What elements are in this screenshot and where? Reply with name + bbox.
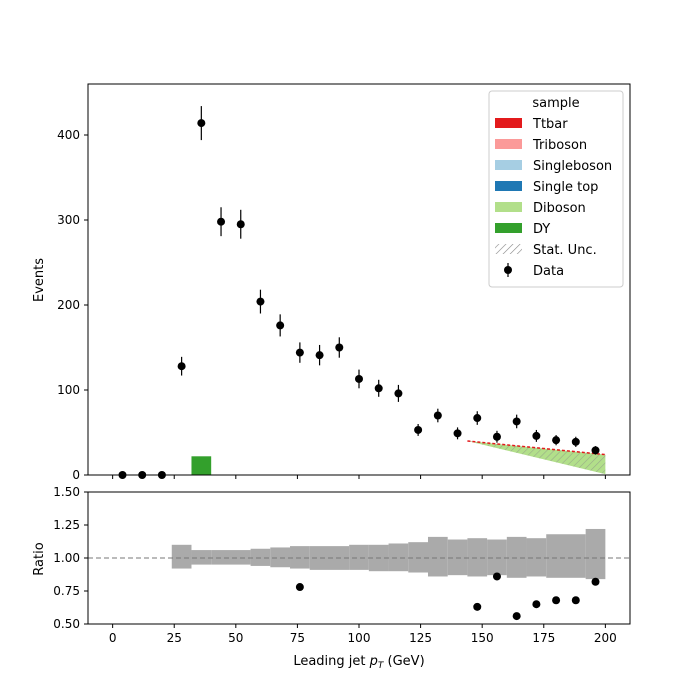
ttbar-edge-line — [467, 440, 606, 456]
data-point — [217, 217, 226, 226]
ratio-y-tick-label: 1.00 — [53, 551, 80, 565]
uncertainty-band-segment — [526, 538, 547, 577]
uncertainty-band-segment — [467, 538, 488, 577]
x-tick-label: 100 — [348, 631, 371, 645]
stat-unc-hatch — [467, 441, 606, 475]
legend-swatch-dy — [495, 223, 522, 233]
data-point — [571, 437, 580, 446]
ratio-point — [512, 612, 521, 621]
legend-frame — [488, 90, 624, 288]
uncertainty-band-segment — [270, 547, 291, 568]
ratio-y-tick-label: 1.25 — [53, 518, 80, 532]
legend-label-singleboson: Singleboson — [533, 159, 612, 174]
data-point — [394, 389, 403, 398]
legend-swatch-stat-unc — [495, 244, 522, 254]
legend-swatch-diboson — [495, 202, 522, 212]
legend-label-diboson: Diboson — [533, 201, 586, 216]
ratio-y-tick-label: 1.50 — [53, 485, 80, 499]
data-point — [414, 425, 423, 434]
x-tick-label: 125 — [409, 631, 432, 645]
legend-label-triboson: Triboson — [532, 138, 587, 153]
uncertainty-band-segment — [171, 544, 192, 569]
uncertainty-band-segment — [546, 534, 586, 578]
uncertainty-band-segment — [349, 544, 369, 570]
legend-label-data: Data — [533, 264, 564, 279]
data-point — [256, 297, 265, 306]
data-point — [177, 362, 186, 371]
x-tick-label: 50 — [228, 631, 243, 645]
legend-label-stat-unc: Stat. Unc. — [533, 243, 597, 258]
uncertainty-band-segment — [290, 546, 310, 569]
x-tick-label: 0 — [109, 631, 117, 645]
x-axis-label-unit: (GeV) — [383, 654, 424, 669]
data-point — [473, 414, 482, 423]
x-axis-label-symbol: p — [369, 654, 378, 669]
uncertainty-band-segment — [388, 543, 409, 572]
legend-marker-data — [504, 266, 512, 274]
x-axis-label: Leading jet pT (GeV) — [293, 654, 424, 671]
x-tick-label: 75 — [290, 631, 305, 645]
data-point — [591, 446, 600, 455]
ratio-point — [492, 572, 501, 581]
uncertainty-band-segment — [506, 536, 527, 578]
data-point — [374, 384, 383, 393]
ratio-point — [473, 602, 482, 611]
ratio-point — [591, 577, 600, 586]
data-point — [532, 431, 541, 440]
ratio-point — [532, 600, 541, 609]
legend-swatch-single-top — [495, 181, 522, 191]
ratio-axis-label: Ratio — [32, 542, 47, 575]
data-point — [315, 351, 324, 360]
legend-label-single-top: Single top — [533, 180, 598, 195]
ratio-y-tick-label: 0.75 — [53, 584, 80, 598]
events-axis-label: Events — [32, 258, 47, 302]
uncertainty-band-segment — [191, 550, 212, 565]
uncertainty-band-segment — [427, 536, 448, 577]
uncertainty-band-segment — [211, 550, 251, 565]
ratio-plot-panel: 0.50 0.75 1.00 1.25 1.50 0 25 50 75 100 125 150 175 2… — [53, 485, 631, 645]
data-point — [512, 417, 521, 426]
x-tick-label: 150 — [471, 631, 494, 645]
ratio-point — [552, 596, 561, 605]
uncertainty-band-segment — [487, 539, 507, 576]
ratio-point — [295, 583, 304, 592]
uncertainty-band-segment — [447, 539, 468, 576]
y-tick-label: 100 — [57, 383, 80, 397]
legend-swatch-triboson — [495, 139, 522, 149]
data-point — [453, 429, 462, 438]
uncertainty-band-segment — [250, 548, 271, 566]
uncertainty-band-segment — [408, 542, 428, 573]
uncertainty-band-segment — [585, 528, 606, 580]
ratio-y-tick-label: 0.50 — [53, 617, 80, 631]
y-tick-label: 300 — [57, 213, 80, 227]
y-tick-label: 200 — [57, 298, 80, 312]
x-tick-label: 25 — [167, 631, 182, 645]
data-point — [197, 119, 206, 128]
y-tick-label: 0 — [72, 468, 80, 482]
data-point — [236, 220, 245, 229]
x-axis-label-subscript: T — [378, 661, 385, 671]
legend-swatch-ttbar — [495, 118, 522, 128]
data-point — [492, 432, 501, 441]
data-point — [433, 411, 442, 420]
ratio-point — [571, 596, 580, 605]
dy-bar — [191, 456, 212, 475]
data-point — [295, 348, 304, 357]
data-point — [355, 374, 363, 383]
x-axis-label-text: Leading jet — [293, 654, 369, 669]
legend: sample Ttbar Triboson Singleboson Single top… — [488, 90, 624, 288]
legend-title: sample — [532, 96, 579, 111]
data-point — [552, 436, 561, 445]
x-tick-label: 175 — [532, 631, 555, 645]
legend-label-ttbar: Ttbar — [532, 117, 568, 132]
x-tick-label: 200 — [594, 631, 617, 645]
legend-label-dy: DY — [533, 222, 550, 237]
legend-swatch-singleboson — [495, 160, 522, 170]
y-tick-label: 400 — [57, 128, 80, 142]
data-point — [276, 321, 285, 330]
data-point — [335, 343, 344, 352]
